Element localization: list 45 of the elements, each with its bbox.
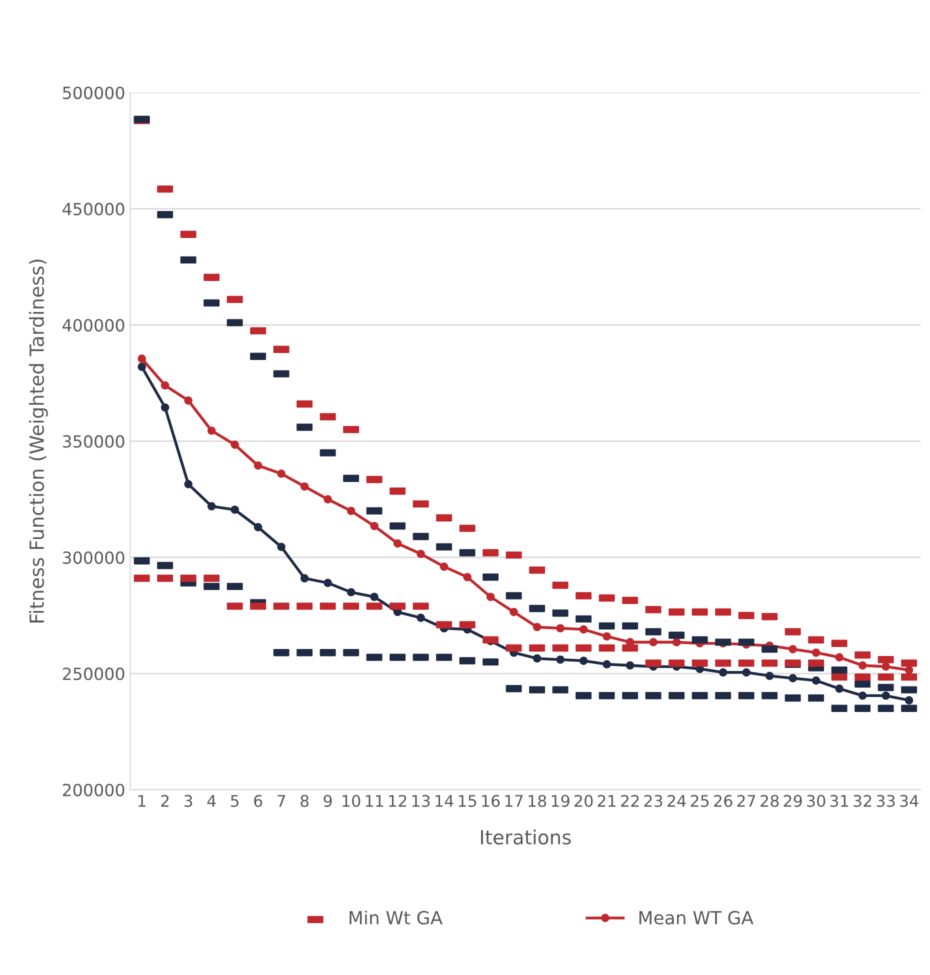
- y-tick-label: 200000: [62, 784, 124, 796]
- y-tick-label: 300000: [62, 551, 124, 564]
- x-tick-label: 11: [366, 795, 384, 807]
- x-tick-label: 28: [760, 794, 779, 807]
- x-tick-label: 16: [482, 794, 500, 807]
- legend-label: Min Wt GA: [350, 910, 443, 925]
- x-tick-label: 15: [458, 795, 476, 807]
- legend-label: Mean WT GA: [639, 910, 754, 925]
- y-axis-title: Fitness Function (Weighted Tardiness): [29, 260, 48, 622]
- x-tick-label: 32: [854, 794, 872, 807]
- x-tick-label: 9: [324, 794, 332, 807]
- x-tick-label: 21: [598, 794, 616, 807]
- x-tick-label: 6: [254, 794, 262, 807]
- x-tick-label: 22: [621, 794, 639, 807]
- x-tick-label: 27: [737, 794, 756, 807]
- y-tick-label: 500000: [63, 86, 124, 100]
- x-tick-label: 31: [830, 794, 848, 807]
- x-tick-label: 14: [436, 795, 454, 807]
- x-tick-label: 8: [300, 794, 309, 807]
- x-tick-label: 5: [230, 795, 239, 807]
- x-tick-label: 18: [528, 794, 546, 807]
- x-axis-title: Iterations: [481, 830, 571, 845]
- x-tick-label: 4: [207, 795, 216, 807]
- x-tick-label: 20: [574, 794, 593, 807]
- x-tick-label: 25: [690, 794, 709, 807]
- y-tick-label: 250000: [62, 668, 124, 680]
- x-tick-label: 12: [389, 794, 406, 807]
- x-tick-label: 17: [505, 795, 523, 807]
- y-tick-label: 400000: [62, 318, 124, 332]
- x-tick-label: 19: [552, 794, 570, 807]
- x-tick-label: 1: [138, 795, 146, 807]
- x-tick-label: 29: [784, 794, 802, 807]
- x-tick-label: 23: [644, 794, 662, 807]
- x-tick-label: 13: [412, 794, 430, 807]
- y-tick-label: 350000: [62, 435, 124, 448]
- x-tick-label: 26: [714, 794, 732, 807]
- x-tick-label: 3: [184, 794, 192, 807]
- y-tick-label: 450000: [62, 202, 124, 216]
- x-tick-label: 33: [876, 794, 895, 807]
- x-tick-label: 7: [278, 795, 286, 807]
- x-tick-label: 10: [342, 794, 360, 807]
- x-tick-label: 34: [900, 794, 918, 807]
- x-tick-label: 30: [807, 794, 826, 807]
- x-tick-label: 2: [161, 794, 169, 807]
- x-tick-label: 24: [668, 794, 686, 807]
